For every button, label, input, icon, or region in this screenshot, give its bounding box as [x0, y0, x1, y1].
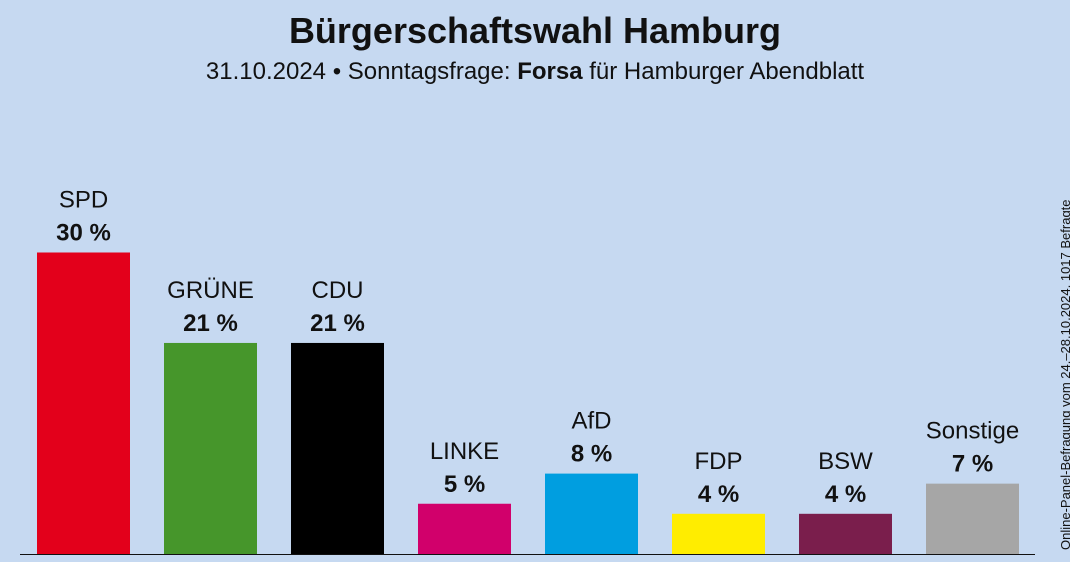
- bar-sonstige: [926, 483, 1019, 554]
- value-label-linke: 5 %: [444, 471, 485, 498]
- value-label-fdp: 4 %: [698, 481, 739, 508]
- bar-linke: [418, 503, 511, 554]
- source-note: Online-Panel-Befragung vom 24.–28.10.202…: [1058, 199, 1070, 550]
- bar-gruene: [164, 342, 257, 554]
- bar-cdu: [291, 342, 384, 554]
- category-label-cdu: CDU: [312, 277, 364, 304]
- category-label-fdp: FDP: [695, 448, 743, 475]
- category-label-gruene: GRÜNE: [167, 277, 254, 304]
- value-label-spd: 30 %: [56, 220, 111, 247]
- category-label-spd: SPD: [59, 187, 108, 214]
- chart-title: Bürgerschaftswahl Hamburg: [288, 10, 782, 51]
- value-label-afd: 8 %: [571, 441, 612, 468]
- subtitle-date-question: 31.10.2024 • Sonntagsfrage:: [205, 58, 511, 85]
- category-label-bsw: BSW: [818, 448, 873, 475]
- subtitle-pollster: Forsa: [517, 58, 583, 85]
- value-label-cdu: 21 %: [310, 310, 365, 337]
- bar-bsw: [799, 513, 892, 554]
- bar-fdp: [672, 513, 765, 554]
- value-label-bsw: 4 %: [825, 481, 866, 508]
- category-label-sonstige: Sonstige: [926, 418, 1019, 445]
- subtitle-client: für Hamburger Abendblatt: [589, 58, 865, 85]
- category-label-afd: AfD: [571, 408, 611, 435]
- category-label-linke: LINKE: [430, 438, 499, 465]
- bar-afd: [545, 473, 638, 554]
- value-label-sonstige: 7 %: [952, 451, 993, 478]
- bar-spd: [37, 252, 130, 554]
- value-label-gruene: 21 %: [183, 310, 238, 337]
- chart-subtitle: 31.10.2024 • Sonntagsfrage: Forsa für Ha…: [0, 58, 1070, 86]
